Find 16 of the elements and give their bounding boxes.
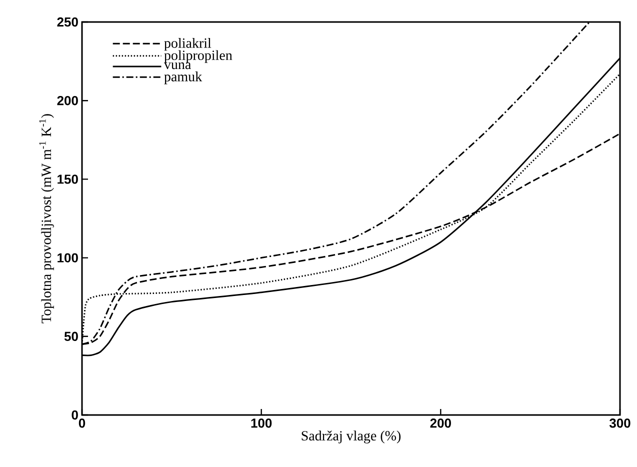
x-tick-label: 100 — [251, 418, 272, 428]
x-tick-label: 0 — [78, 418, 86, 428]
legend-label: poliakril — [164, 38, 212, 51]
legend-label: vuna — [164, 62, 191, 70]
y-tick-label: 200 — [57, 96, 78, 106]
y-tick-label: 250 — [57, 17, 78, 27]
y-tick-label: 0 — [72, 410, 78, 420]
y-axis-title: Toplotna provodljivost (mW m$^{-1}$ K$^{-1}$) — [39, 114, 54, 324]
y-tick-label: 50 — [64, 332, 78, 341]
legend-label: polipropilen — [164, 50, 232, 63]
x-tick-label: 300 — [609, 418, 630, 428]
x-tick-label: 200 — [430, 418, 451, 428]
y-tick-label: 150 — [58, 174, 78, 184]
x-axis-title: Sadržaj vlage (%) — [302, 430, 401, 444]
y-tick-label: 100 — [58, 253, 78, 262]
legend-label: pamuk — [164, 72, 202, 84]
